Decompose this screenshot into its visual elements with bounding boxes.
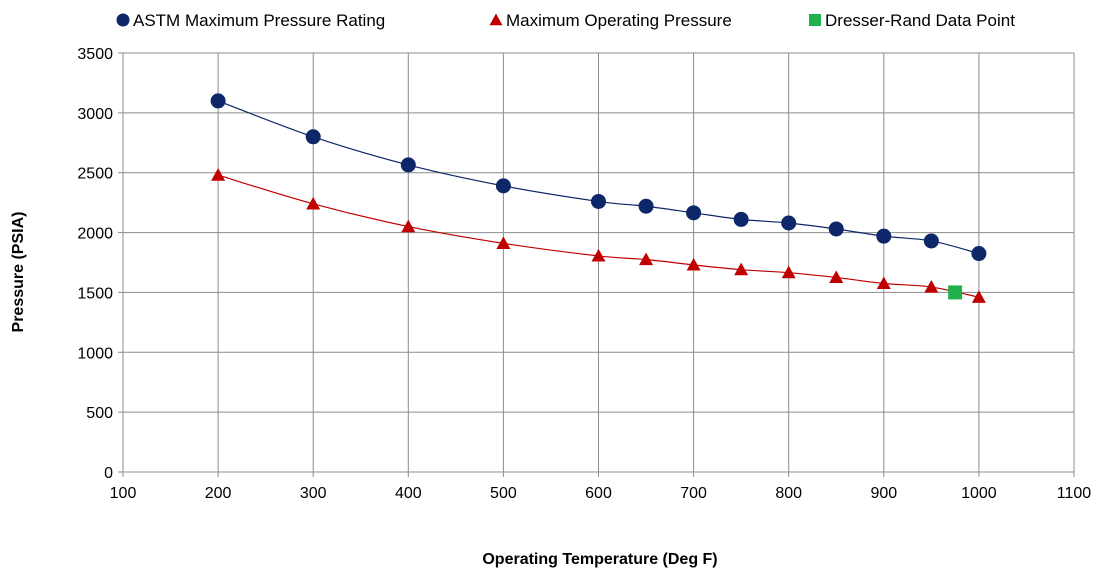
legend-label-series-2: Dresser-Rand Data Point bbox=[825, 11, 1015, 30]
y-axis-tick-labels: 0 500 1000 1500 2000 2500 3000 3500 bbox=[77, 46, 113, 482]
data-point-series-0 bbox=[305, 129, 321, 145]
data-point-series-1 bbox=[734, 262, 749, 276]
data-point-series-1 bbox=[211, 168, 226, 181]
data-point-series-1 bbox=[496, 236, 511, 249]
data-point-series-1 bbox=[781, 265, 796, 279]
legend-marker-series-1 bbox=[489, 13, 503, 26]
data-point-series-1 bbox=[591, 248, 606, 262]
data-point-series-1 bbox=[829, 270, 844, 284]
y-tick-label: 1500 bbox=[77, 285, 113, 302]
data-point-series-1 bbox=[686, 257, 701, 271]
x-tick-label: 300 bbox=[300, 485, 327, 502]
plot-frame bbox=[118, 52, 1075, 477]
x-tick-label: 600 bbox=[585, 485, 612, 502]
data-point-series-0 bbox=[210, 93, 226, 109]
legend-marker-series-0 bbox=[116, 13, 130, 27]
y-tick-label: 3500 bbox=[77, 46, 113, 63]
data-point-series-1 bbox=[401, 219, 416, 233]
data-point-series-0 bbox=[638, 198, 654, 214]
data-point-series-0 bbox=[495, 178, 511, 194]
data-point-series-1 bbox=[971, 290, 986, 303]
legend-label-series-1: Maximum Operating Pressure bbox=[506, 11, 732, 30]
x-axis-title: Operating Temperature (Deg F) bbox=[482, 551, 717, 568]
data-point-series-0 bbox=[686, 205, 702, 221]
data-point-series-0 bbox=[400, 157, 416, 173]
data-point-series-1 bbox=[924, 280, 939, 293]
y-tick-label: 0 bbox=[104, 465, 113, 482]
grid bbox=[122, 52, 1075, 473]
x-tick-label: 1000 bbox=[961, 485, 997, 502]
data-point-series-1 bbox=[876, 276, 891, 290]
x-tick-label: 900 bbox=[870, 485, 897, 502]
legend-label-series-0: ASTM Maximum Pressure Rating bbox=[133, 11, 385, 30]
x-tick-label: 100 bbox=[110, 485, 137, 502]
data-markers bbox=[210, 93, 987, 303]
data-point-series-0 bbox=[923, 233, 939, 249]
data-point-series-0 bbox=[828, 221, 844, 237]
y-tick-label: 2500 bbox=[77, 166, 113, 183]
data-point-series-0 bbox=[781, 215, 797, 231]
data-point-series-0 bbox=[733, 211, 749, 227]
data-point-series-0 bbox=[876, 228, 892, 244]
x-tick-label: 400 bbox=[395, 485, 422, 502]
x-tick-label: 800 bbox=[775, 485, 802, 502]
data-point-series-0 bbox=[591, 193, 606, 209]
legend-marker-series-2 bbox=[809, 14, 821, 26]
y-tick-label: 500 bbox=[86, 405, 113, 422]
data-point-series-1 bbox=[306, 196, 321, 210]
x-tick-label: 700 bbox=[680, 485, 707, 502]
data-point-series-2 bbox=[948, 285, 963, 300]
x-axis-tick-labels: 100 200 300 400 500 600 700 800 900 1000 1100 bbox=[110, 485, 1092, 502]
data-point-series-1 bbox=[639, 252, 654, 266]
legend-item-series-2: Dresser-Rand Data Point bbox=[809, 11, 1015, 30]
legend: ASTM Maximum Pressure Rating Maximum Oper… bbox=[116, 11, 1015, 30]
x-tick-label: 500 bbox=[490, 485, 517, 502]
y-tick-label: 3000 bbox=[77, 106, 113, 123]
y-axis-title: Pressure (PSIA) bbox=[10, 212, 27, 333]
data-point-series-0 bbox=[971, 246, 987, 262]
x-tick-label: 1100 bbox=[1057, 485, 1092, 502]
legend-item-series-0: ASTM Maximum Pressure Rating bbox=[116, 11, 385, 30]
y-tick-label: 1000 bbox=[77, 345, 113, 362]
y-tick-label: 2000 bbox=[77, 226, 113, 243]
x-tick-label: 200 bbox=[205, 485, 232, 502]
legend-item-series-1: Maximum Operating Pressure bbox=[489, 11, 732, 30]
